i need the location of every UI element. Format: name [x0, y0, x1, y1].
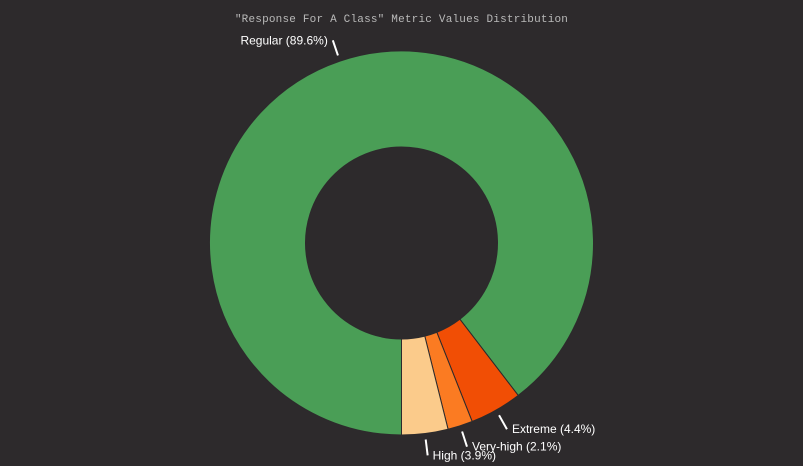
slice-label-regular: Regular (89.6%) — [240, 33, 327, 47]
leader-line-extreme — [498, 414, 508, 430]
leader-line-high — [424, 439, 429, 456]
slices-layer — [209, 50, 594, 436]
slice-labels-layer: Regular (89.6%) Extreme (4.4%) Very-high (… — [240, 33, 595, 462]
leader-line-regular — [331, 40, 339, 56]
leader-lines-layer — [331, 40, 508, 456]
slice-regular — [209, 50, 594, 436]
slice-label-extreme: Extreme (4.4%) — [512, 422, 595, 436]
chart-title: "Response For A Class" Metric Values Dis… — [234, 14, 569, 26]
leader-line-very-high — [461, 431, 468, 448]
slice-high — [401, 335, 449, 436]
slice-label-high: High (3.9%) — [433, 448, 496, 462]
slice-label-very-high: Very-high (2.1%) — [472, 440, 561, 454]
